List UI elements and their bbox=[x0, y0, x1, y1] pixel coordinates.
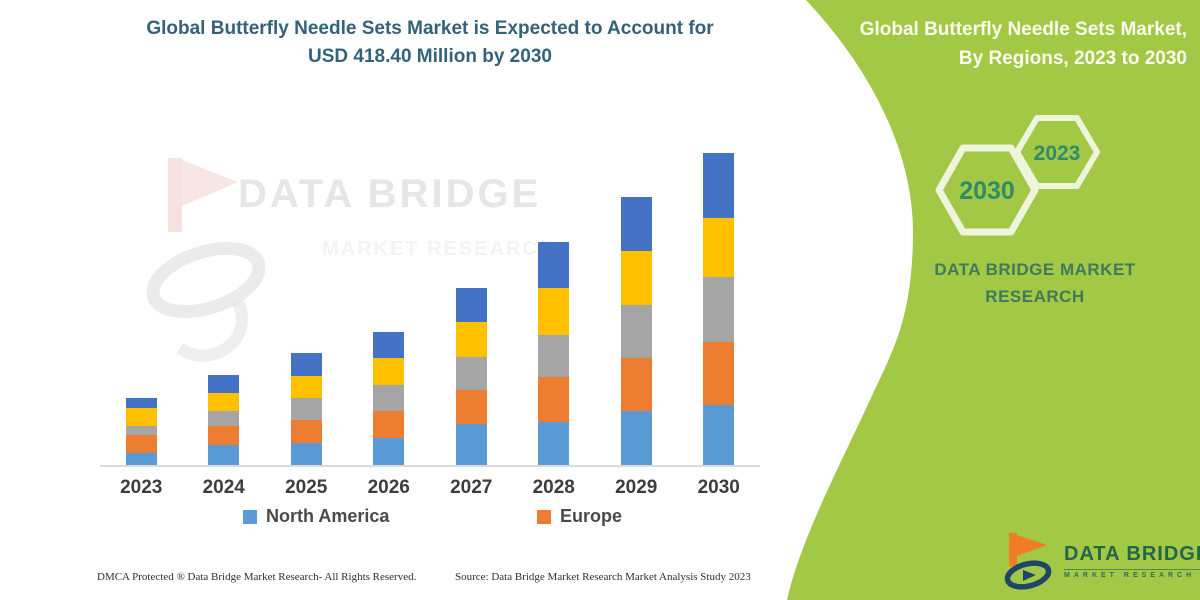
chart-legend: North America Europe bbox=[100, 506, 760, 532]
bar-2029-segment-region-4 bbox=[620, 251, 652, 305]
legend-swatch-icon bbox=[243, 509, 257, 524]
bar-2025-segment-region-4 bbox=[290, 375, 322, 398]
databridge-logo: DATA BRIDGE MARKET RESEARCH bbox=[1003, 530, 1200, 592]
bar-2024-segment-region-3 bbox=[208, 411, 240, 427]
x-axis-label-2030: 2030 bbox=[697, 477, 740, 498]
x-axis-label-2025: 2025 bbox=[285, 477, 328, 498]
watermark-text-line1: DATA BRIDGE bbox=[238, 172, 542, 216]
side-panel-heading-line1: Global Butterfly Needle Sets Market, bbox=[859, 19, 1187, 40]
bar-2025-segment-region-5 bbox=[290, 353, 322, 376]
panel-brand-line2: RESEARCH bbox=[985, 287, 1085, 307]
bar-2029-segment-north-america bbox=[620, 411, 652, 465]
bar-2024-segment-north-america bbox=[208, 444, 240, 465]
bar-2029-segment-region-5 bbox=[620, 197, 652, 252]
bar-2027-segment-region-5 bbox=[455, 287, 487, 322]
bar-2028-segment-region-3 bbox=[538, 335, 570, 377]
bar-2026-segment-north-america bbox=[373, 438, 405, 465]
hexagon-2030-outline bbox=[935, 144, 1039, 236]
bar-2027-segment-europe bbox=[455, 389, 487, 424]
bar-2025-segment-region-3 bbox=[290, 397, 322, 421]
legend-item-europe: Europe bbox=[537, 506, 622, 527]
bar-2030-segment-north-america bbox=[703, 404, 735, 465]
hexagon-2030-label: 2030 bbox=[959, 177, 1015, 205]
bar-2028-segment-region-4 bbox=[538, 287, 570, 336]
bar-2028-segment-region-5 bbox=[538, 242, 570, 288]
logo-wordmark: DATA BRIDGE bbox=[1064, 543, 1200, 565]
watermark-text-line2: MARKET RESEARCH bbox=[322, 238, 556, 260]
legend-swatch-icon bbox=[537, 509, 551, 524]
copyright-text: DMCA Protected ® Data Bridge Market Rese… bbox=[97, 571, 417, 583]
bar-2023-segment-region-3 bbox=[125, 426, 157, 436]
hexagon-2023-outline bbox=[1014, 115, 1100, 189]
legend-label: Europe bbox=[560, 506, 623, 526]
x-axis-labels: 2023 2024 2025 2026 2027 2028 2029 2030 bbox=[100, 477, 760, 501]
plot-area bbox=[100, 140, 760, 467]
x-axis-label-2027: 2027 bbox=[450, 477, 493, 498]
bar-2023-segment-europe bbox=[125, 435, 157, 454]
bar-2027-segment-region-4 bbox=[455, 321, 487, 357]
bar-2026-segment-europe bbox=[373, 410, 405, 439]
x-axis-label-2029: 2029 bbox=[615, 477, 658, 498]
bar-2028-segment-north-america bbox=[538, 421, 570, 465]
panel-brand-line1: DATA BRIDGE MARKET bbox=[934, 260, 1136, 279]
bar-2030-segment-region-3 bbox=[703, 277, 735, 342]
hexagon-badges: 2030 2023 bbox=[935, 115, 1100, 236]
bar-2024-segment-region-5 bbox=[208, 374, 240, 393]
bar-2024-segment-europe bbox=[208, 426, 240, 445]
chart-title-line1: Global Butterfly Needle Sets Market is E… bbox=[146, 18, 714, 39]
bar-2026-segment-region-5 bbox=[373, 332, 405, 359]
watermark-databridge-logo-icon bbox=[146, 158, 266, 362]
bar-2023-segment-region-5 bbox=[125, 397, 157, 409]
bar-2023-segment-north-america bbox=[125, 453, 157, 465]
bar-2030-segment-region-5 bbox=[703, 153, 735, 218]
bar-2023-segment-region-4 bbox=[125, 408, 157, 427]
panel-brand-text: DATA BRIDGE MARKET RESEARCH bbox=[885, 256, 1185, 310]
bar-2030-segment-region-4 bbox=[703, 217, 735, 278]
source-text: Source: Data Bridge Market Research Mark… bbox=[455, 571, 751, 583]
x-axis-label-2024: 2024 bbox=[202, 477, 245, 498]
bar-2027-segment-region-3 bbox=[455, 356, 487, 390]
side-panel-heading-line2: By Regions, 2023 to 2030 bbox=[958, 47, 1187, 69]
bar-2030-segment-europe bbox=[703, 342, 735, 405]
bar-2026-segment-region-3 bbox=[373, 385, 405, 411]
bar-2029-segment-region-3 bbox=[620, 304, 652, 358]
x-axis-label-2028: 2028 bbox=[532, 477, 575, 498]
bar-2025-segment-europe bbox=[290, 420, 322, 443]
x-axis-label-2023: 2023 bbox=[120, 477, 163, 498]
legend-label: North America bbox=[266, 506, 390, 526]
x-axis-label-2026: 2026 bbox=[367, 477, 410, 498]
databridge-logo-mark-icon bbox=[1004, 533, 1052, 590]
hexagon-2023-label: 2023 bbox=[1034, 142, 1081, 165]
bar-2026-segment-region-4 bbox=[373, 358, 405, 386]
legend-item-north-america: North America bbox=[243, 506, 389, 527]
bar-2025-segment-north-america bbox=[290, 442, 322, 465]
bar-2028-segment-europe bbox=[538, 377, 570, 422]
chart-title-line2: USD 418.40 Million by 2030 bbox=[308, 45, 552, 67]
bar-2024-segment-region-4 bbox=[208, 392, 240, 412]
side-panel-heading: Global Butterfly Needle Sets Market, By … bbox=[855, 16, 1187, 73]
chart-title: Global Butterfly Needle Sets Market is E… bbox=[100, 15, 760, 70]
bar-2029-segment-europe bbox=[620, 357, 652, 412]
logo-subtitle: MARKET RESEARCH bbox=[1064, 569, 1200, 579]
bar-2027-segment-north-america bbox=[455, 424, 487, 465]
databridge-logo-text: DATA BRIDGE MARKET RESEARCH bbox=[1064, 543, 1200, 579]
